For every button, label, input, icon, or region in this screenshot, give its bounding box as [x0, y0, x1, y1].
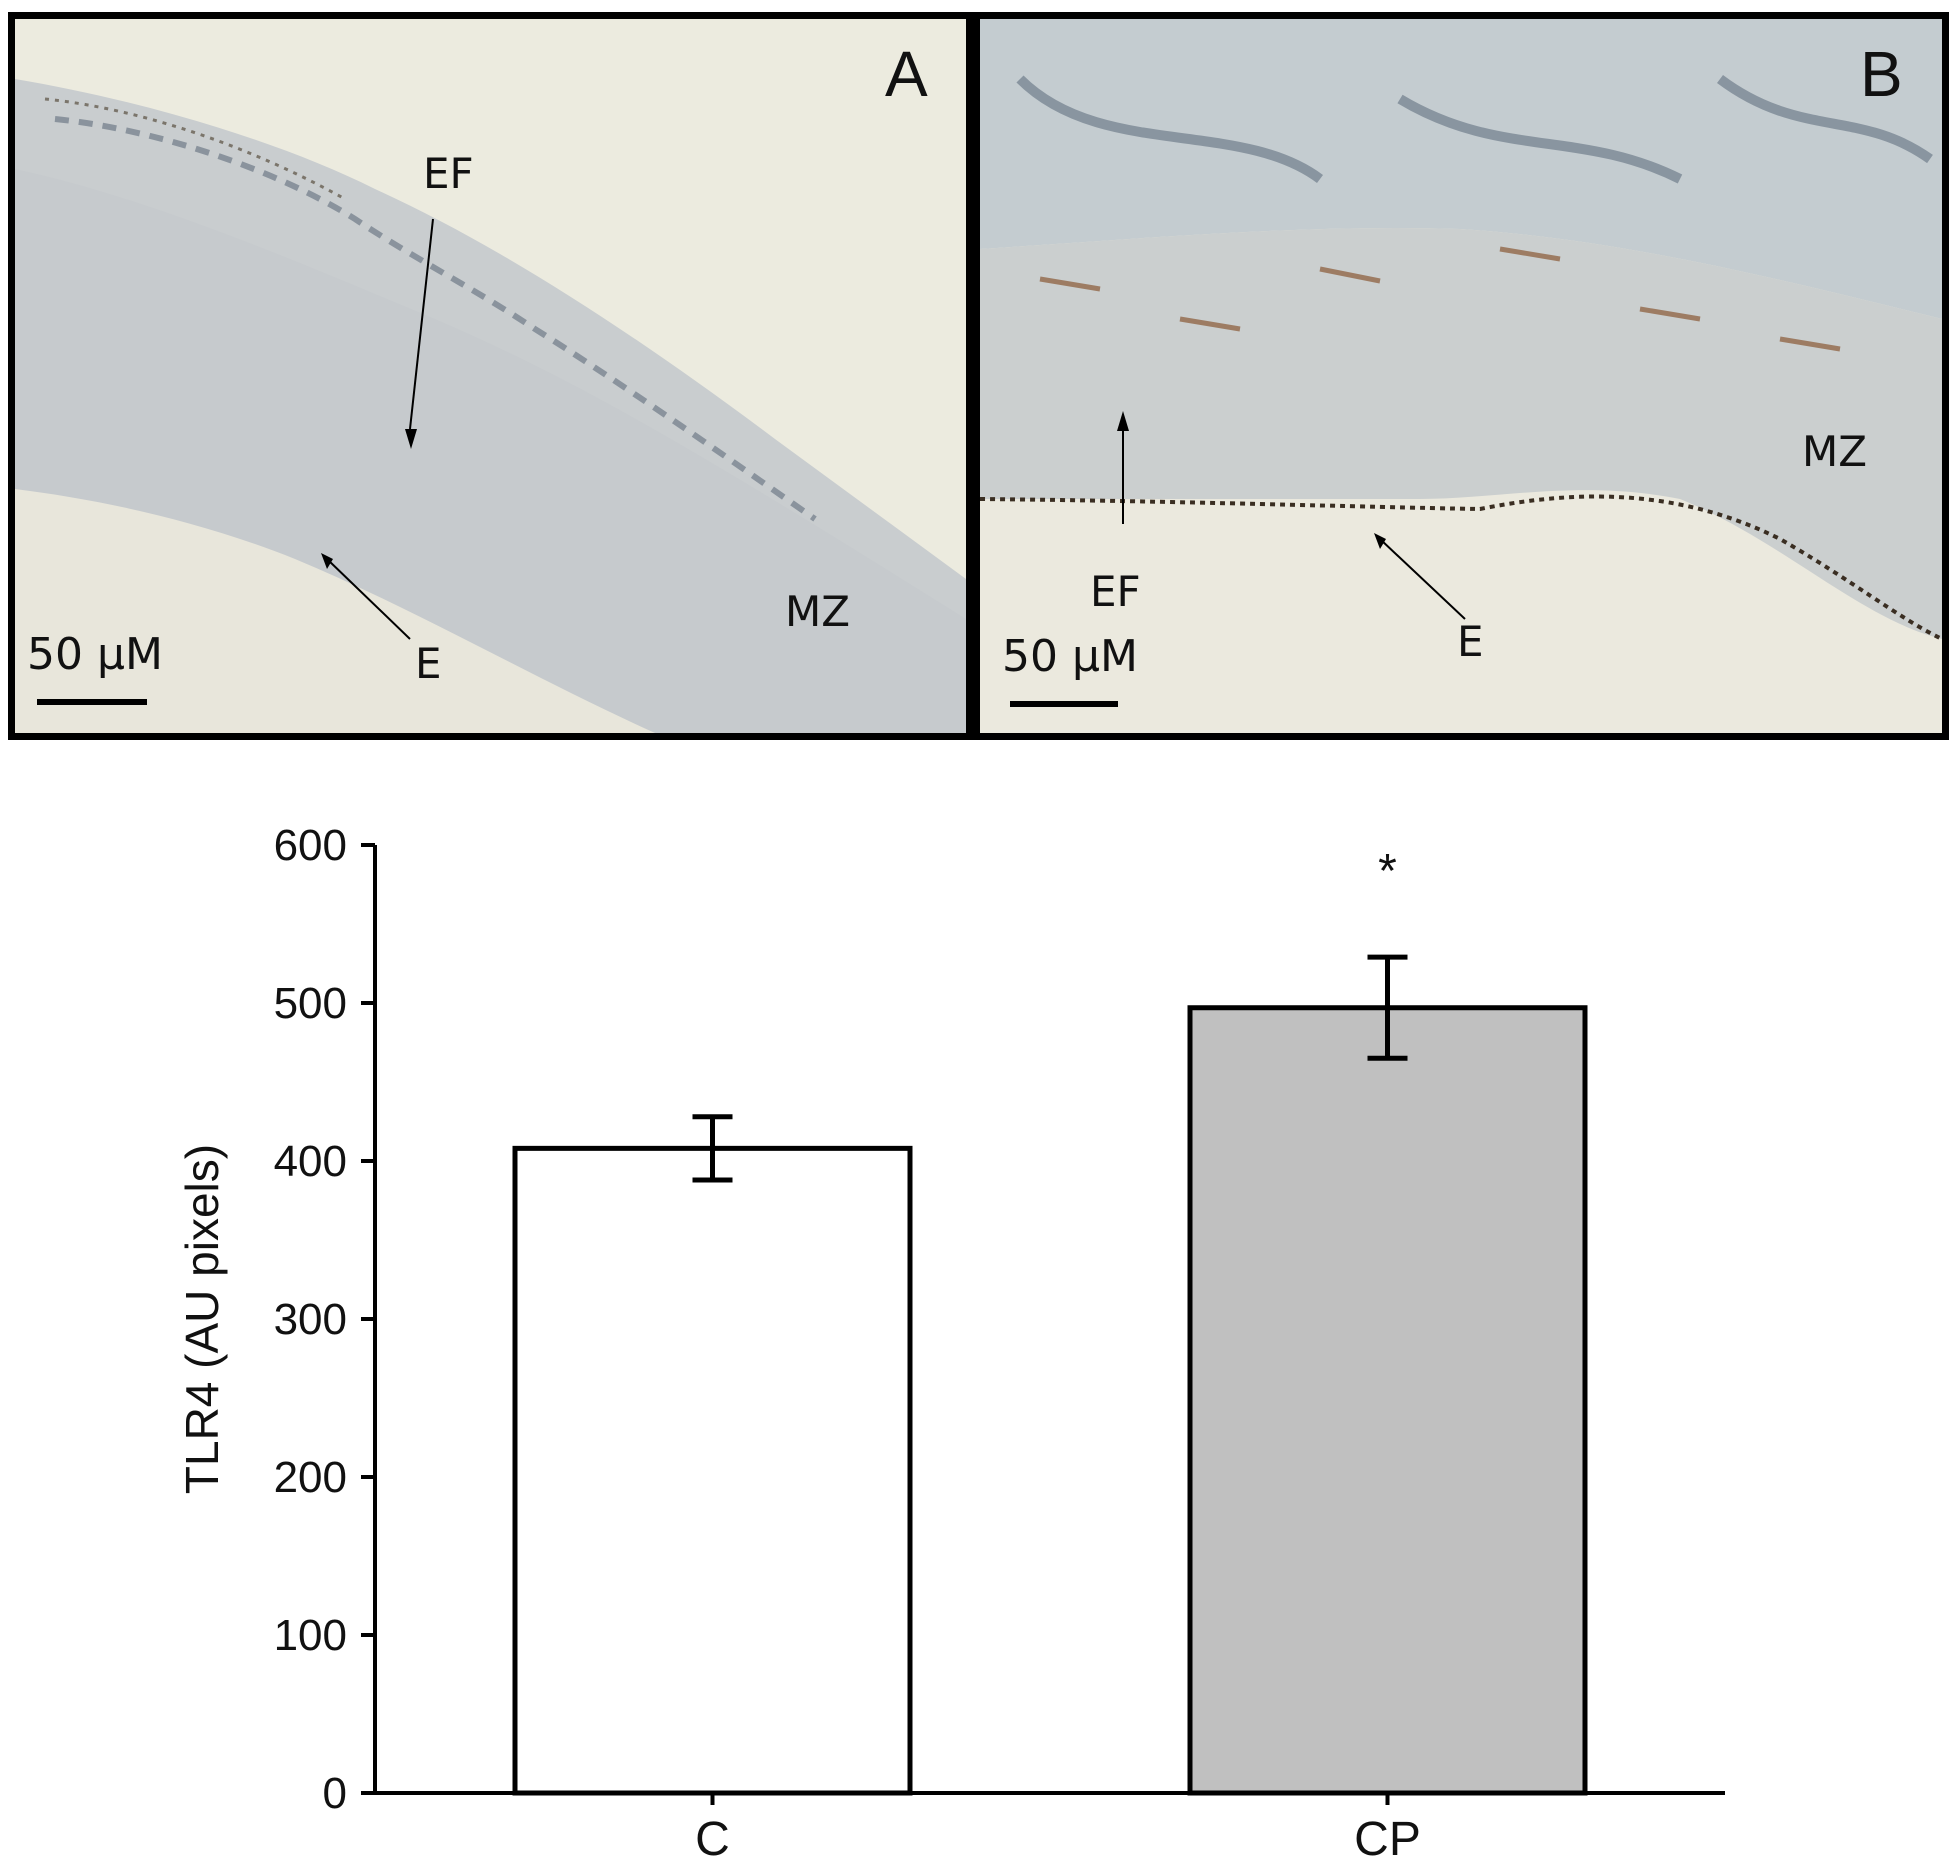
- y-tick-label: 400: [274, 1137, 347, 1186]
- tlr4-bar-chart: 0 100 200 300 400 500 600 TLR4 (AU pixels) C CP *: [0, 760, 1952, 1866]
- y-tick-label: 100: [274, 1611, 347, 1660]
- tissue-image-b: [980, 19, 1942, 733]
- y-tick-label: 500: [274, 979, 347, 1028]
- label-ef-a: EF: [423, 149, 474, 198]
- tissue-image-a: [15, 19, 966, 733]
- significance-marker: *: [1378, 845, 1397, 898]
- bar-c: [512, 1145, 913, 1796]
- scale-bar-a: [37, 699, 147, 705]
- label-ef-b: EF: [1090, 567, 1141, 616]
- label-mz-b: MZ: [1802, 427, 1868, 476]
- bar-cp: [1187, 1005, 1588, 1796]
- panel-letter-b: B: [1860, 38, 1903, 110]
- y-axis-title: TLR4 (AU pixels): [176, 1144, 228, 1494]
- scale-text-a: 50 μM: [27, 629, 163, 680]
- label-mz-a: MZ: [785, 587, 851, 636]
- y-tick-label: 300: [274, 1295, 347, 1344]
- label-e-b: E: [1457, 617, 1484, 666]
- scale-text-b: 50 μM: [1002, 631, 1138, 682]
- y-tick-label: 600: [274, 821, 347, 870]
- x-tick-label-c: C: [695, 1813, 730, 1866]
- y-tick-label: 200: [274, 1453, 347, 1502]
- micrograph-panel-a: A EF MZ E 50 μM: [8, 12, 973, 740]
- micrograph-panel-b: B EF MZ E 50 μM: [973, 12, 1949, 740]
- scale-bar-b: [1010, 701, 1118, 707]
- chart-svg: 0 100 200 300 400 500 600 TLR4 (AU pixels) C CP *: [176, 821, 1725, 1866]
- panel-letter-a: A: [885, 38, 928, 110]
- x-tick-label-cp: CP: [1354, 1813, 1421, 1866]
- label-e-a: E: [415, 639, 442, 688]
- y-tick-label: 0: [323, 1769, 347, 1818]
